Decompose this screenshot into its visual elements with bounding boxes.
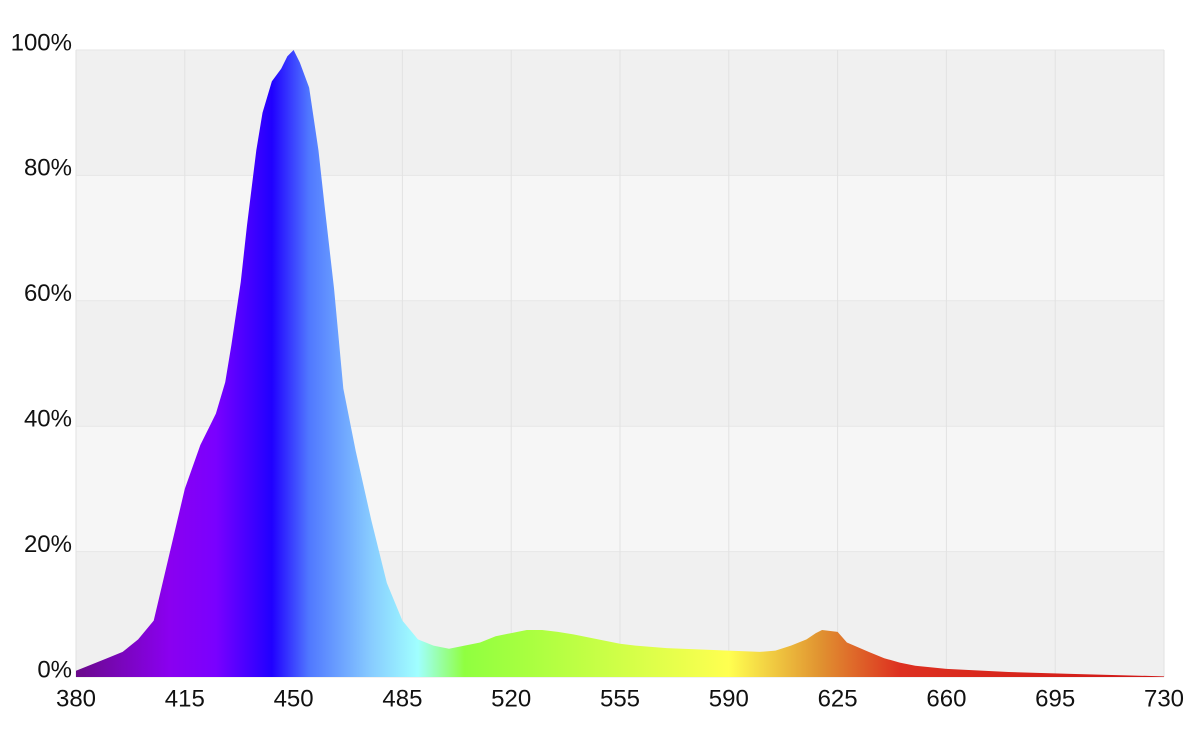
spectrum-area	[76, 50, 1164, 677]
x-tick-label: 555	[600, 685, 640, 712]
x-tick-label: 520	[491, 685, 531, 712]
x-tick-label: 625	[818, 685, 858, 712]
y-tick-label: 40%	[24, 406, 72, 433]
x-tick-label: 380	[56, 685, 96, 712]
x-tick-label: 450	[274, 685, 314, 712]
x-tick-label: 415	[165, 685, 205, 712]
x-tick-label: 730	[1144, 685, 1184, 712]
y-tick-label: 100%	[11, 29, 72, 56]
x-tick-label: 485	[382, 685, 422, 712]
y-tick-label: 60%	[24, 280, 72, 307]
y-tick-label: 20%	[24, 531, 72, 558]
y-tick-label: 80%	[24, 155, 72, 182]
x-tick-label: 590	[709, 685, 749, 712]
y-tick-label: 0%	[37, 656, 72, 683]
x-tick-label: 660	[926, 685, 966, 712]
x-tick-label: 695	[1035, 685, 1075, 712]
